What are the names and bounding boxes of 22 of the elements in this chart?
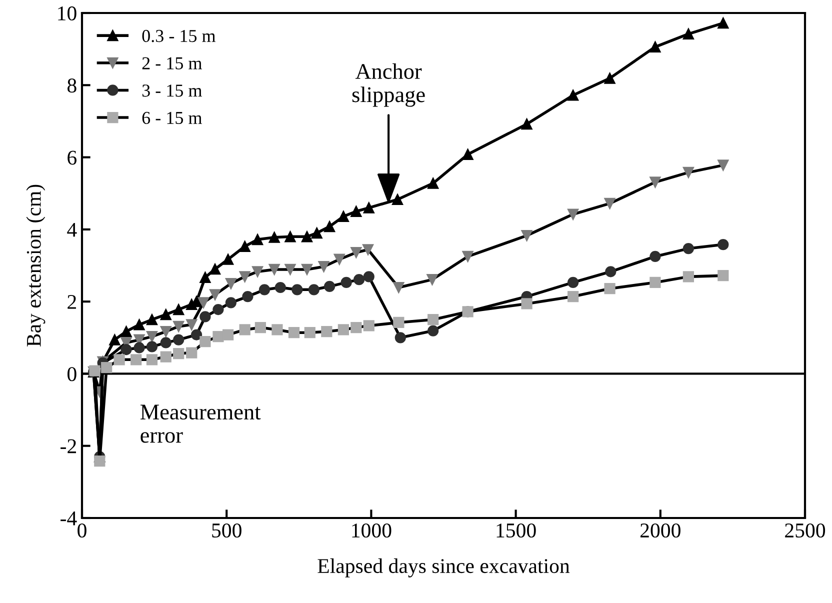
legend-label: 6 - 15 m [142, 112, 202, 124]
y-tick-label: 10 [58, 6, 76, 20]
legend-label: 2 - 15 m [142, 57, 202, 70]
annotation: Anchor slippage [352, 63, 425, 107]
legend-label: 3 - 15 m [142, 84, 202, 97]
y-tick-label: 8 [68, 78, 76, 93]
x-tick-label: 1500 [496, 523, 536, 538]
y-axis-title: Bay extension (cm) [26, 184, 46, 346]
y-tick-label: 0 [68, 367, 76, 382]
legend-label: 0.3 - 15 m [142, 30, 216, 42]
y-tick-label: 4 [67, 222, 77, 237]
x-tick-label: 0 [78, 523, 86, 538]
x-axis-title: Elapsed days since excavation [318, 558, 570, 578]
x-tick-label: 500 [212, 523, 242, 538]
annotation: Measurement error [140, 404, 261, 443]
x-tick-label: 2500 [785, 523, 826, 538]
x-tick-label: 1000 [352, 523, 392, 538]
y-tick-label: 2 [68, 295, 76, 309]
y-tick-label: -4 [60, 512, 77, 526]
y-tick-label: -2 [60, 439, 76, 454]
y-tick-label: 6 [68, 150, 77, 165]
x-tick-label: 2000 [640, 523, 680, 538]
